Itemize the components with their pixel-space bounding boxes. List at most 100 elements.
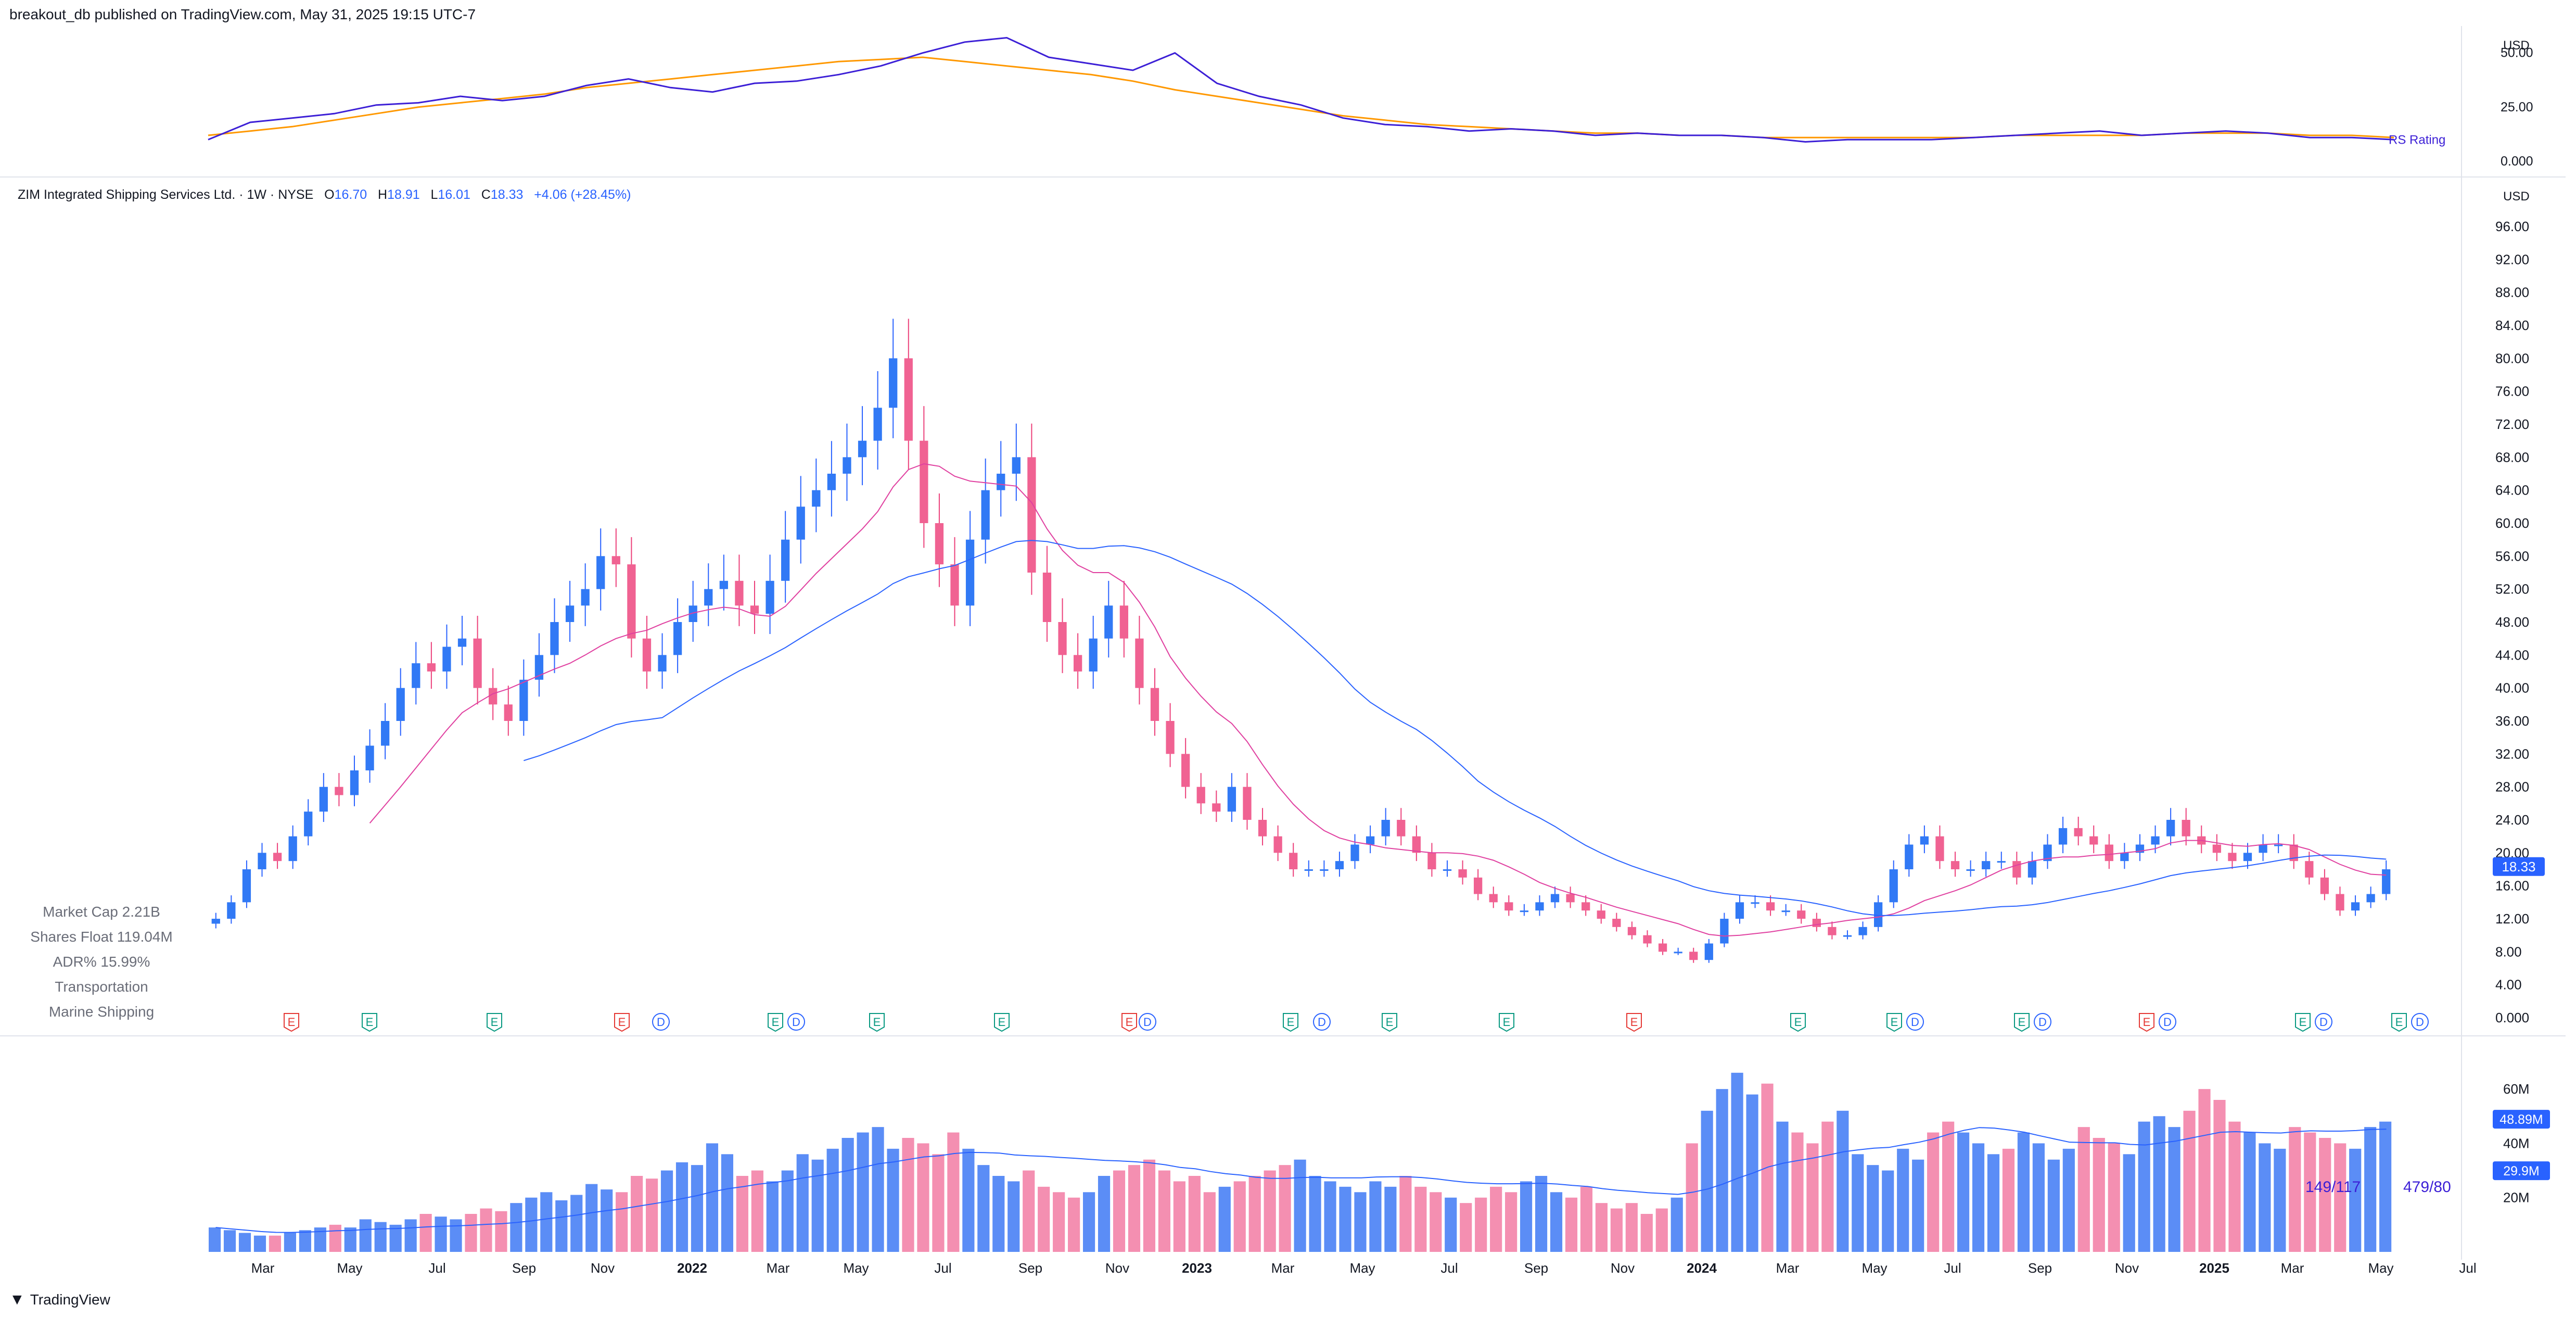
volume-bar [646,1178,658,1252]
volume-bar [1520,1181,1533,1252]
earnings-marker-icon [869,1013,885,1032]
volume-bar [1806,1143,1819,1252]
candle-body [412,663,420,688]
dividend-marker-label: D [1911,1016,1919,1029]
volume-bar [2304,1132,2316,1252]
dividend-marker-label: D [2163,1016,2172,1029]
volume-bar [601,1189,613,1252]
volume-bar [1173,1181,1185,1252]
volume-bar [450,1219,462,1252]
earnings-marker-label: E [998,1016,1006,1029]
candle-body [2351,902,2360,911]
candle-body [1658,943,1667,952]
volume-bar [1701,1110,1713,1252]
time-axis-label: Sep [1524,1260,1548,1276]
volume-bar [1414,1186,1427,1252]
candle-body [935,523,944,565]
candle-body [1674,952,1682,954]
earnings-marker-label: E [2143,1016,2151,1029]
earnings-marker-icon [614,1013,630,1032]
volume-bar [585,1184,598,1252]
candle-body [781,539,790,581]
candle-body [1566,894,1575,903]
volume-bar [706,1143,719,1252]
candle-body [1073,655,1082,671]
volume-bar [1083,1192,1095,1252]
candle-body [750,605,759,614]
candle-body [1781,910,1790,913]
volume-last-badge [2493,1110,2550,1129]
volume-bar [480,1208,492,1252]
candle-body [519,679,528,721]
candle-body [1535,902,1544,911]
candle-body [1381,820,1390,837]
industry: Marine Shipping [48,1004,155,1020]
candle-body [1997,861,2006,863]
volume-bar [2364,1127,2377,1252]
time-axis-label: Mar [2281,1260,2304,1276]
price-tick-label: 88.00 [2495,285,2529,300]
candle-body [688,605,697,622]
volume-bar [2213,1100,2226,1252]
time-axis-label: Mar [767,1260,790,1276]
time-axis[interactable]: Mar May Jul Sep Nov 2022 Mar May Jul Sep Nov 2023 Ma… [251,1260,2477,1276]
volume-bar [269,1235,282,1252]
volume-bar [872,1127,884,1252]
earnings-marker-label: E [2018,1016,2026,1029]
candle-body [2228,853,2237,861]
time-axis-label: Nov [2115,1260,2139,1276]
candle-body [1027,457,1036,573]
time-axis-label: Nov [1611,1260,1635,1276]
price-pane[interactable]: USD 96.00 92.00 88.00 84.00 80.00 76.00 72.00 68… [211,189,2545,1032]
candle-body [1150,688,1159,721]
adr-percent: ADR% 15.99% [53,954,150,970]
volume-bar [1535,1176,1548,1252]
candle-body [981,490,990,540]
volume-bar [736,1176,748,1252]
volume-bar [2168,1127,2180,1252]
candle-body [1597,910,1605,919]
volume-bar [2334,1143,2347,1252]
volume-bar [1867,1165,1879,1252]
time-axis-label: May [2368,1260,2393,1276]
volume-bar [631,1176,643,1252]
dividend-marker-icon [1906,1013,1924,1031]
volume-bar [1882,1170,1894,1252]
candle-body [1474,877,1483,894]
volume-bar [841,1138,854,1252]
volume-tick-label: 40M [2503,1135,2530,1151]
volume-bar [2259,1143,2271,1252]
candle-body [2074,828,2083,837]
earnings-marker-icon [1499,1013,1514,1032]
candle-body [1751,902,1759,904]
candle-body [550,622,559,655]
volume-bar [299,1230,311,1252]
candle-body [1843,935,1852,937]
volume-pane[interactable]: 60M 40M 20M 48.89M 29.9M 149/117 479/80 [209,1072,2550,1252]
volume-bar [2153,1116,2165,1252]
time-axis-label: Jul [428,1260,445,1276]
earnings-marker-label: E [366,1016,374,1029]
price-tick-label: 4.00 [2495,977,2522,993]
volume-bar [2002,1148,2015,1252]
volume-bar [1098,1176,1111,1252]
volume-bar [1972,1143,1985,1252]
candle-body [319,787,328,812]
footer-brand[interactable]: ▼ TradingView [9,1291,110,1309]
candle-body [1135,638,1144,688]
candle-body [704,589,713,606]
time-axis-label: May [1349,1260,1375,1276]
volume-bar [1610,1208,1623,1252]
volume-bar [1821,1121,1834,1252]
earnings-marker-label: E [1503,1016,1511,1029]
candle-body [2320,877,2329,894]
candle-body [1104,605,1113,639]
volume-bar [1053,1192,1065,1252]
volume-bar [1655,1208,1668,1252]
candle-body [2089,836,2098,845]
volume-bar [314,1227,326,1252]
candle-body [1704,943,1713,960]
earnings-marker-label: E [1794,1016,1802,1029]
